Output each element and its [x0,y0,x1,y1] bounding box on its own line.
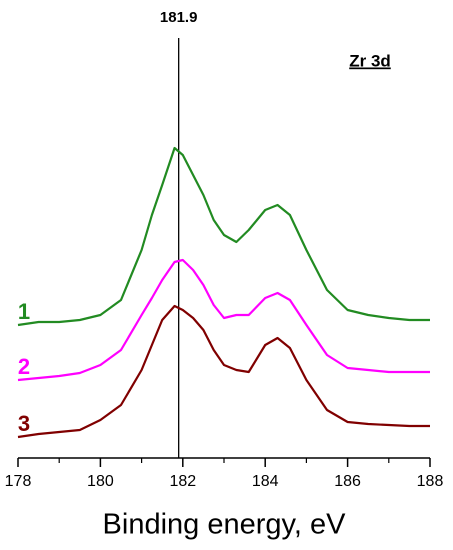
x-axis-label: Binding energy, eV [103,509,347,541]
series-line [17,146,430,327]
series-label: 2 [18,354,30,379]
x-tick-label: 178 [5,473,32,490]
x-tick-label: 182 [169,473,196,490]
chart-title: Zr 3d [349,51,391,70]
x-tick-label: 180 [87,473,114,490]
reference-label: 181.9 [160,9,198,26]
series-label: 3 [18,411,30,436]
series-line [17,304,430,439]
x-tick-label: 188 [417,473,444,490]
series-label: 1 [18,299,30,324]
x-tick-label: 186 [334,473,361,490]
x-tick-label: 184 [252,473,279,490]
series-line [17,258,430,382]
